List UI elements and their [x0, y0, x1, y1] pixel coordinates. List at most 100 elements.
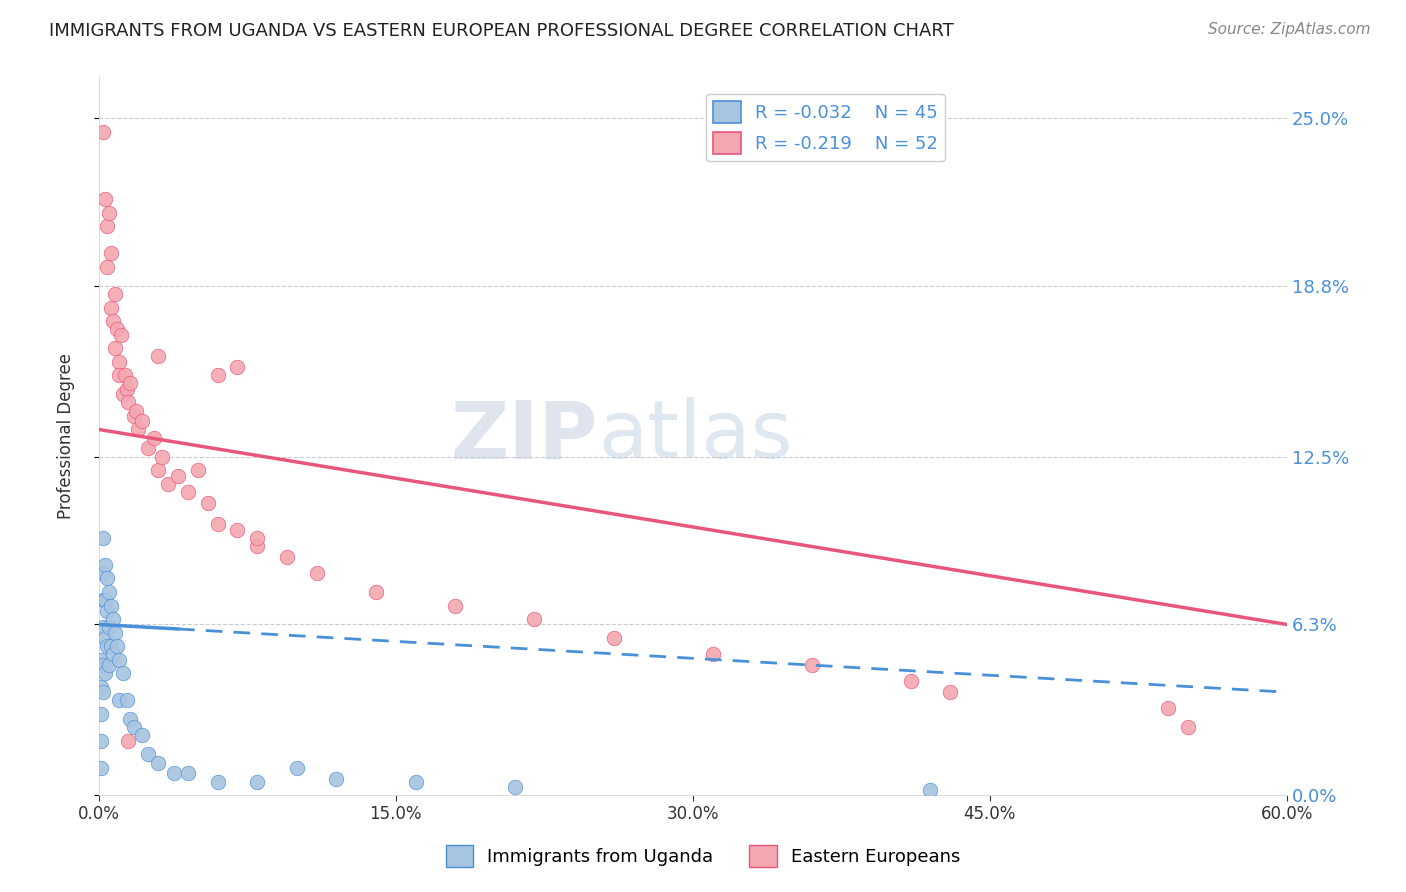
- Point: [93, 593, 115, 607]
- Point: [104, 625, 127, 640]
- Point: [364, 585, 387, 599]
- Point: [90, 653, 112, 667]
- Point: [405, 774, 427, 789]
- Point: [111, 666, 134, 681]
- Point: [1177, 720, 1199, 734]
- Point: [143, 431, 166, 445]
- Point: [124, 720, 146, 734]
- Point: [101, 612, 124, 626]
- Point: [187, 463, 209, 477]
- Point: [90, 706, 112, 721]
- Point: [114, 368, 136, 383]
- Point: [150, 450, 173, 464]
- Point: [93, 631, 115, 645]
- Point: [97, 620, 120, 634]
- Point: [110, 327, 132, 342]
- Point: [207, 368, 229, 383]
- Point: [136, 747, 159, 762]
- Point: [285, 761, 308, 775]
- Point: [276, 549, 298, 564]
- Point: [503, 780, 526, 794]
- Point: [444, 599, 467, 613]
- Point: [104, 287, 127, 301]
- Point: [127, 422, 149, 436]
- Point: [97, 585, 120, 599]
- Point: [91, 566, 114, 580]
- Point: [120, 712, 142, 726]
- Point: [117, 395, 139, 409]
- Point: [131, 729, 153, 743]
- Point: [91, 685, 114, 699]
- Point: [97, 206, 120, 220]
- Text: ZIP: ZIP: [450, 397, 598, 475]
- Point: [800, 658, 823, 673]
- Point: [163, 766, 186, 780]
- Point: [136, 442, 159, 456]
- Point: [101, 314, 124, 328]
- Point: [93, 558, 115, 572]
- Point: [117, 734, 139, 748]
- Point: [96, 604, 118, 618]
- Point: [305, 566, 328, 580]
- Point: [197, 495, 219, 509]
- Point: [167, 468, 190, 483]
- Y-axis label: Professional Degree: Professional Degree: [58, 353, 75, 519]
- Point: [207, 517, 229, 532]
- Point: [100, 301, 122, 315]
- Point: [91, 620, 114, 634]
- Legend: Immigrants from Uganda, Eastern Europeans: Immigrants from Uganda, Eastern European…: [439, 838, 967, 874]
- Point: [91, 593, 114, 607]
- Point: [148, 756, 170, 770]
- Point: [1157, 701, 1180, 715]
- Point: [91, 125, 114, 139]
- Point: [702, 647, 724, 661]
- Point: [125, 403, 148, 417]
- Point: [131, 414, 153, 428]
- Point: [93, 666, 115, 681]
- Point: [96, 571, 118, 585]
- Legend: R = -0.032    N = 45, R = -0.219    N = 52: R = -0.032 N = 45, R = -0.219 N = 52: [706, 94, 945, 161]
- Point: [100, 246, 122, 260]
- Point: [96, 260, 118, 274]
- Point: [920, 782, 942, 797]
- Point: [90, 680, 112, 694]
- Point: [939, 685, 962, 699]
- Point: [602, 631, 624, 645]
- Point: [90, 761, 112, 775]
- Point: [124, 409, 146, 423]
- Point: [207, 774, 229, 789]
- Text: atlas: atlas: [598, 397, 792, 475]
- Point: [101, 647, 124, 661]
- Text: Source: ZipAtlas.com: Source: ZipAtlas.com: [1208, 22, 1371, 37]
- Point: [246, 539, 269, 553]
- Point: [523, 612, 546, 626]
- Point: [120, 376, 142, 391]
- Point: [226, 523, 249, 537]
- Point: [157, 476, 180, 491]
- Point: [107, 653, 129, 667]
- Point: [246, 774, 269, 789]
- Point: [107, 368, 129, 383]
- Point: [91, 658, 114, 673]
- Point: [226, 360, 249, 375]
- Point: [91, 531, 114, 545]
- Point: [111, 387, 134, 401]
- Text: IMMIGRANTS FROM UGANDA VS EASTERN EUROPEAN PROFESSIONAL DEGREE CORRELATION CHART: IMMIGRANTS FROM UGANDA VS EASTERN EUROPE…: [49, 22, 953, 40]
- Point: [148, 350, 170, 364]
- Point: [105, 322, 128, 336]
- Point: [93, 192, 115, 206]
- Point: [177, 766, 200, 780]
- Point: [148, 463, 170, 477]
- Point: [325, 772, 347, 786]
- Point: [107, 693, 129, 707]
- Point: [246, 531, 269, 545]
- Point: [96, 219, 118, 234]
- Point: [105, 639, 128, 653]
- Point: [100, 599, 122, 613]
- Point: [100, 639, 122, 653]
- Point: [96, 639, 118, 653]
- Point: [177, 484, 200, 499]
- Point: [104, 341, 127, 355]
- Point: [107, 355, 129, 369]
- Point: [97, 658, 120, 673]
